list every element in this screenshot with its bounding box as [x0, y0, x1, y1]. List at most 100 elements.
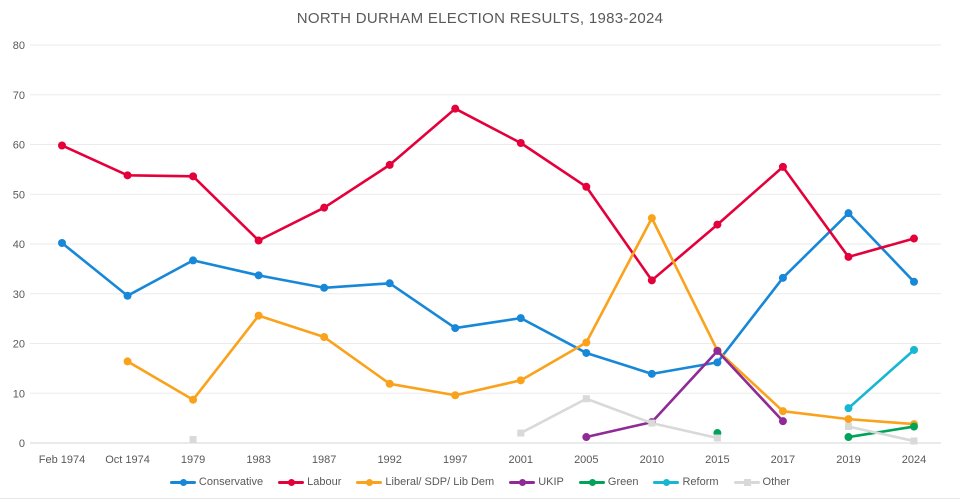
- x-axis-label-2017: 2017: [771, 454, 795, 466]
- data-point-conservative-2024: [910, 277, 918, 286]
- series-line-labour: [60, 107, 916, 282]
- data-point-labour-2001: [516, 139, 525, 148]
- data-point-ukip-2005: [582, 433, 591, 442]
- data-point-labour-1987: [320, 203, 329, 212]
- data-point-reform-2024: [910, 345, 918, 354]
- y-axis-tick-label: 30: [13, 289, 25, 301]
- legend-item-reform: Reform: [653, 476, 719, 488]
- x-axis-label-1979: 1979: [181, 454, 205, 466]
- legend-item-liberal-sdp-lib-dem: Liberal/ SDP/ Lib Dem: [356, 476, 494, 488]
- x-axis-label-oct-1974: Oct 1974: [105, 454, 150, 466]
- data-point-liberal-sdp-lib-dem-1979: [189, 395, 198, 404]
- data-point-conservative-2010: [647, 369, 656, 378]
- y-axis-tick-label: 0: [19, 438, 25, 450]
- y-axis-tick-label: 70: [13, 90, 25, 102]
- y-axis-tick-label: 60: [13, 140, 25, 152]
- data-point-conservative-1979: [189, 256, 198, 265]
- x-axis-label-2001: 2001: [509, 454, 533, 466]
- series-line-ukip: [585, 349, 785, 439]
- data-point-conservative-2015: [713, 358, 722, 367]
- series-line-green: [847, 425, 916, 439]
- data-point-labour-1983: [254, 236, 263, 245]
- legend-label-liberal-sdp-lib-dem: Liberal/ SDP/ Lib Dem: [385, 476, 495, 488]
- data-point-liberal-sdp-lib-dem-1997: [451, 391, 460, 400]
- data-point-conservative-1983: [254, 271, 263, 280]
- data-point-liberal-sdp-lib-dem-2019: [844, 415, 853, 424]
- data-point-labour-2019: [844, 252, 853, 261]
- legend-marker-conservative-icon: [169, 478, 196, 487]
- data-point-labour-feb-1974: [58, 141, 66, 150]
- data-point-liberal-sdp-lib-dem-2017: [778, 407, 787, 416]
- data-point-other-2015: [713, 434, 721, 442]
- data-point-green-2024: [910, 422, 918, 431]
- legend-label-reform: Reform: [682, 476, 719, 488]
- data-point-liberal-sdp-lib-dem-2010: [647, 214, 656, 223]
- x-axis-label-2024: 2024: [902, 454, 926, 466]
- data-point-other-2001: [517, 429, 525, 437]
- data-point-conservative-feb-1974: [58, 239, 66, 248]
- data-point-labour-2015: [713, 220, 722, 229]
- data-point-other-2019: [844, 423, 852, 431]
- series-line-conservative: [60, 211, 916, 376]
- y-axis-tick-label: 40: [13, 239, 25, 251]
- x-axis-label-feb-1974: Feb 1974: [39, 454, 85, 466]
- legend-label-labour: Labour: [307, 476, 342, 488]
- data-point-conservative-1997: [451, 324, 460, 333]
- series-line-reform: [847, 348, 916, 410]
- data-point-labour-1992: [385, 160, 394, 169]
- data-point-liberal-sdp-lib-dem-1987: [320, 333, 329, 342]
- data-point-ukip-2017: [778, 417, 787, 426]
- data-point-ukip-2015: [713, 346, 722, 355]
- data-point-green-2019: [844, 433, 853, 442]
- data-point-conservative-1987: [320, 283, 329, 292]
- data-point-liberal-sdp-lib-dem-2005: [582, 338, 591, 347]
- legend-marker-labour-icon: [278, 478, 305, 487]
- x-axis-label-1987: 1987: [312, 454, 336, 466]
- x-axis-label-2015: 2015: [705, 454, 729, 466]
- data-point-liberal-sdp-lib-dem-1983: [254, 311, 263, 320]
- x-axis-label-2010: 2010: [640, 454, 664, 466]
- data-point-conservative-2017: [778, 273, 787, 282]
- legend-marker-liberal-sdp-lib-dem-icon: [356, 478, 383, 487]
- data-point-reform-2019: [844, 404, 853, 413]
- data-point-liberal-sdp-lib-dem-oct-1974: [123, 357, 132, 366]
- legend-item-other: Other: [733, 476, 791, 488]
- x-axis-label-2019: 2019: [836, 454, 860, 466]
- data-point-conservative-2001: [516, 314, 525, 323]
- legend-label-other: Other: [762, 476, 791, 488]
- x-axis-label-1983: 1983: [246, 454, 270, 466]
- x-axis-label-2005: 2005: [574, 454, 598, 466]
- legend-marker-green-icon: [578, 478, 605, 487]
- legend-item-green: Green: [578, 476, 639, 488]
- data-point-other-2010: [648, 419, 656, 427]
- data-point-labour-2017: [778, 162, 787, 171]
- chart-title: NORTH DURHAM ELECTION RESULTS, 1983-2024: [296, 10, 664, 27]
- chart-legend: Conservative Labour Liberal/ SDP/ Lib Dem U…: [0, 476, 960, 488]
- legend-item-conservative: Conservative: [169, 476, 264, 488]
- data-point-labour-2010: [647, 276, 656, 285]
- legend-label-green: Green: [607, 476, 639, 488]
- y-axis-tick-label: 50: [13, 189, 25, 201]
- data-point-labour-2005: [582, 182, 591, 191]
- data-point-labour-1979: [189, 172, 198, 181]
- legend-label-conservative: Conservative: [198, 476, 264, 488]
- legend-label-ukip: UKIP: [538, 476, 564, 488]
- legend-marker-reform-icon: [653, 478, 680, 487]
- series-line-other: [519, 397, 719, 440]
- data-point-labour-1997: [451, 104, 460, 113]
- data-point-labour-oct-1974: [123, 171, 132, 180]
- y-axis-tick-label: 20: [13, 339, 25, 351]
- data-point-conservative-1992: [385, 279, 394, 288]
- x-axis-label-1992: 1992: [377, 454, 401, 466]
- legend-item-ukip: UKIP: [509, 476, 564, 488]
- legend-item-labour: Labour: [278, 476, 341, 488]
- data-point-liberal-sdp-lib-dem-1992: [385, 379, 394, 388]
- data-point-liberal-sdp-lib-dem-2001: [516, 376, 525, 385]
- data-point-conservative-oct-1974: [123, 291, 132, 300]
- data-point-other-1979: [189, 436, 197, 444]
- series-line-other: [847, 425, 916, 443]
- x-axis-label-1997: 1997: [443, 454, 467, 466]
- y-axis-tick-label: 10: [13, 388, 25, 400]
- data-point-other-2005: [582, 395, 590, 403]
